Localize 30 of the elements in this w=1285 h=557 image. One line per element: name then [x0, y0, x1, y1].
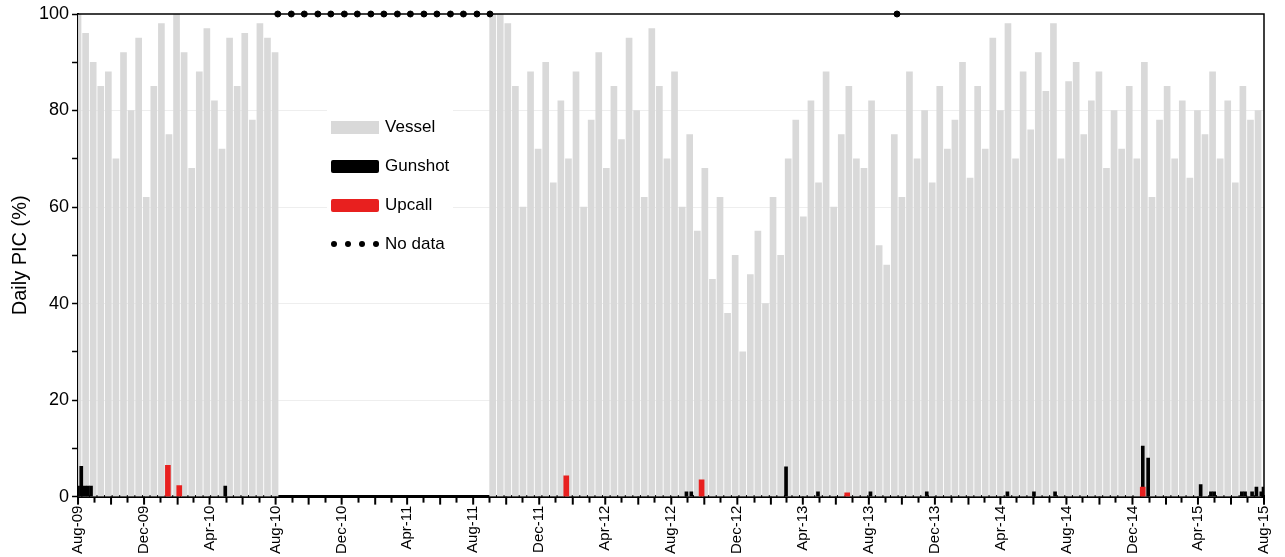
x-tick-label: Apr-12: [595, 505, 613, 551]
x-tick-label: Dec-11: [529, 505, 547, 553]
x-tick-label: Apr-15: [1188, 505, 1206, 551]
legend-label: Vessel: [385, 117, 436, 138]
x-tick-label: Dec-13: [925, 505, 943, 554]
x-tick-label: Dec-10: [331, 505, 349, 554]
y-axis-title: Daily PIC (%): [7, 195, 30, 316]
x-tick-label: Aug-11: [463, 505, 481, 553]
x-tick-label: Dec-12: [727, 505, 745, 554]
legend-label: Gunshot: [385, 156, 450, 177]
y-tick-label: 80: [49, 99, 70, 120]
x-tick-label: Aug-09: [68, 505, 86, 555]
x-tick-label: Apr-11: [397, 505, 415, 550]
y-tick-label: 0: [59, 485, 70, 506]
legend-label: No data: [385, 234, 445, 255]
x-tick-label: Apr-13: [792, 505, 810, 551]
x-tick-label: Apr-14: [990, 505, 1008, 551]
y-tick-label: 100: [38, 2, 70, 23]
x-tick-label: Aug-13: [859, 505, 876, 555]
x-tick-label: Dec-14: [1122, 505, 1140, 554]
legend-label: Upcall: [385, 195, 433, 216]
x-tick-label: Aug-14: [1056, 505, 1074, 555]
y-tick-label: 60: [49, 196, 70, 217]
x-tick-label: Aug-10: [265, 505, 283, 555]
x-tick-label: Dec-09: [134, 505, 152, 554]
x-tick-label: Aug-12: [661, 505, 679, 555]
y-tick-label: 20: [49, 389, 70, 410]
y-tick-label: 40: [49, 292, 70, 313]
x-tick-label: Apr-10: [199, 505, 217, 551]
x-tick-label: Aug-15: [1254, 505, 1272, 555]
